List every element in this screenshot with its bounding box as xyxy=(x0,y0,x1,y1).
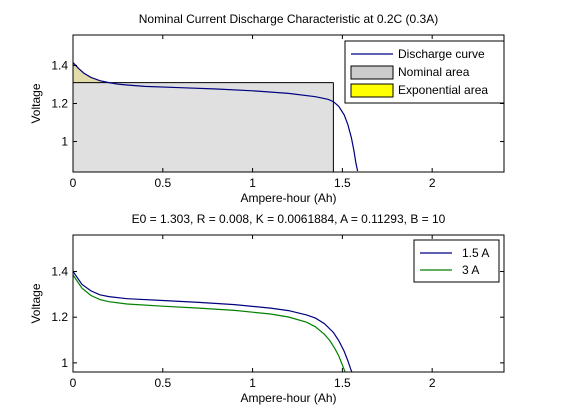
chart-title: E0 = 1.303, R = 0.008, K = 0.0061884, A … xyxy=(132,212,446,226)
legend-entry-1: 1.5 A xyxy=(420,246,489,260)
plot-content xyxy=(73,271,353,372)
legend: Discharge curve Nominal area Exponential a… xyxy=(344,40,505,104)
legend-label: 1.5 A xyxy=(462,246,489,260)
exponential-area-fill xyxy=(73,62,109,83)
legend-label: Nominal area xyxy=(398,65,470,79)
legend-box xyxy=(413,239,500,283)
y-tick-label: 1.2 xyxy=(51,97,68,111)
nominal-area-fill xyxy=(73,82,334,172)
x-tick-label: 1.5 xyxy=(334,176,351,190)
x-tick-label: 1 xyxy=(249,376,256,390)
series-line-1 xyxy=(73,271,353,372)
chart-panel-2: 0 0.5 1 1.5 2 1 1.2 1.4 E0 = 1.303, R = 0.008, K… xyxy=(29,212,505,405)
legend-entry-nominal-area: Nominal area xyxy=(350,65,470,80)
series-line-2 xyxy=(73,274,346,372)
chart-panel-1: 0 0.5 1 1.5 2 1 1.2 1.4 Nominal Current Discharg… xyxy=(29,12,505,205)
legend-entry-exponential-area: Exponential area xyxy=(350,83,488,98)
x-tick-label: 2 xyxy=(429,176,436,190)
legend-entry-discharge-curve: Discharge curve xyxy=(351,47,485,61)
x-axis-title: Ampere-hour (Ah) xyxy=(240,391,336,405)
x-tick-label: 2 xyxy=(429,376,436,390)
y-tick-label: 1.4 xyxy=(51,58,68,72)
x-tick-label: 0 xyxy=(70,176,77,190)
chart-title: Nominal Current Discharge Characteristic… xyxy=(139,12,438,26)
y-axis-title: Voltage xyxy=(29,83,43,123)
legend-swatch-patch xyxy=(350,65,394,80)
y-tick-label: 1 xyxy=(61,356,68,370)
x-tick-label: 1.5 xyxy=(334,376,351,390)
y-tick-label: 1 xyxy=(61,135,68,149)
x-tick-label: 1 xyxy=(249,176,256,190)
series-line-1 xyxy=(73,62,359,172)
x-tick-label: 0.5 xyxy=(154,176,171,190)
y-tick-label: 1.2 xyxy=(51,310,68,324)
legend-swatch-patch xyxy=(350,83,394,98)
legend-label: Discharge curve xyxy=(398,47,485,61)
legend: 1.5 A 3 A xyxy=(413,239,500,283)
x-tick-label: 0 xyxy=(70,376,77,390)
legend-label: 3 A xyxy=(462,263,479,277)
plot-content xyxy=(73,62,359,172)
legend-label: Exponential area xyxy=(398,83,488,97)
y-tick-label: 1.4 xyxy=(51,265,68,279)
x-axis-title: Ampere-hour (Ah) xyxy=(240,191,336,205)
axes-box xyxy=(72,234,505,373)
y-axis-title: Voltage xyxy=(29,283,43,323)
x-tick-label: 0.5 xyxy=(154,376,171,390)
legend-entry-2: 3 A xyxy=(420,263,479,277)
